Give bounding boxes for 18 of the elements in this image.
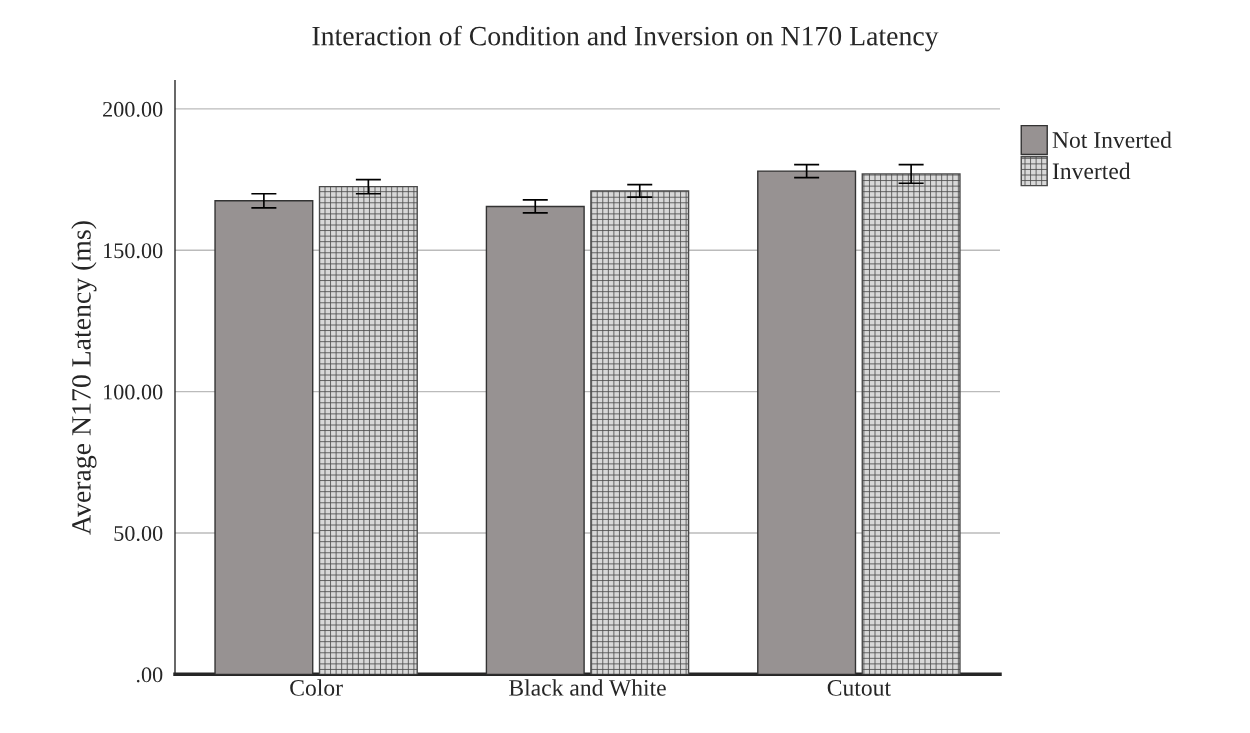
- legend-label: Inverted: [1052, 162, 1131, 180]
- y-tick-label: .00: [136, 667, 163, 683]
- y-tick-label: 200.00: [103, 101, 163, 117]
- bar: [318, 185, 418, 675]
- y-tick-label: 100.00: [104, 384, 163, 400]
- bar: [757, 170, 857, 675]
- bar: [485, 205, 585, 675]
- bar: [214, 200, 314, 675]
- bar: [861, 173, 961, 675]
- chart-title: Interaction of Condition and Inversion on N170 Latency: [312, 25, 939, 52]
- x-tick-label: Color: [290, 679, 343, 696]
- x-tick-label: Cutout: [827, 679, 891, 696]
- y-tick-label: 50.00: [114, 525, 163, 542]
- y-tick-label: 150.00: [104, 243, 163, 259]
- bar: [590, 190, 690, 675]
- x-tick-label: Black and White: [509, 679, 666, 696]
- y-axis-title: Average N170 Latency (ms): [71, 221, 97, 535]
- legend-label: Not Inverted: [1052, 131, 1172, 149]
